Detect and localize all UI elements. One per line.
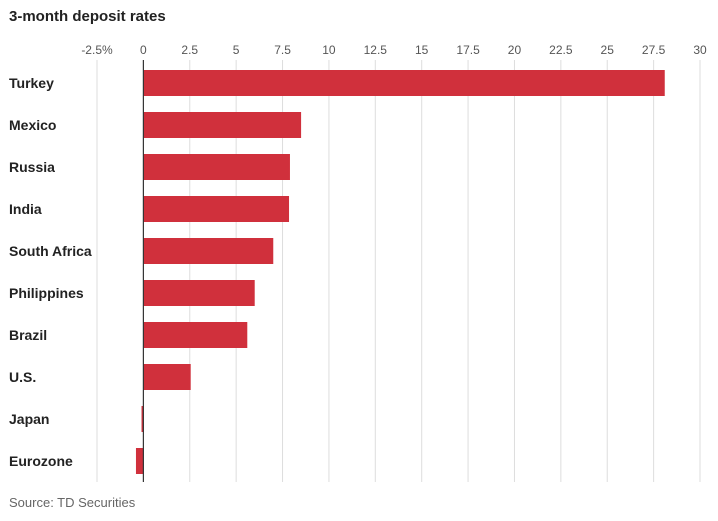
bar-u-s [143,364,191,390]
x-tick-label: 25 [601,43,615,57]
bar-turkey [143,70,665,96]
bar-mexico [143,112,302,138]
bar-brazil [143,322,248,348]
category-label: Eurozone [9,453,73,469]
x-tick-label: 7.5 [274,43,291,57]
x-axis-ticks: -2.5% 0 2.5 5 7.5 10 12.5 15 17.5 20 22.5 25 27.5 30 [81,43,707,57]
x-tick-label: 5 [233,43,240,57]
category-label: India [9,201,42,217]
x-tick-label: 0 [140,43,147,57]
x-tick-label: 10 [322,43,336,57]
category-label: Mexico [9,117,56,133]
category-label: U.S. [9,369,36,385]
x-tick-label: 2.5 [181,43,198,57]
bar-south-africa [143,238,274,264]
category-labels: Turkey Mexico Russia India South Africa Phili… [9,75,92,469]
bars [135,70,665,474]
category-label: Turkey [9,75,54,91]
chart-title: 3-month deposit rates [9,8,166,25]
x-tick-label: -2.5% [81,43,113,57]
category-label: Philippines [9,285,84,301]
x-tick-label: 20 [508,43,522,57]
source-note: Source: TD Securities [9,495,136,510]
x-tick-label: 15 [415,43,429,57]
x-tick-label: 17.5 [456,43,480,57]
category-label: Russia [9,159,55,175]
bar-india [143,196,290,222]
category-label: Brazil [9,327,47,343]
bar-philippines [143,280,255,306]
x-tick-label: 30 [693,43,707,57]
grid-lines [96,60,701,482]
bar-russia [143,154,290,180]
x-tick-label: 27.5 [642,43,666,57]
x-tick-label: 22.5 [549,43,573,57]
bar-eurozone [135,448,144,474]
category-label: South Africa [9,243,92,259]
bar-japan [141,406,144,432]
category-label: Japan [9,411,49,427]
x-tick-label: 12.5 [364,43,388,57]
